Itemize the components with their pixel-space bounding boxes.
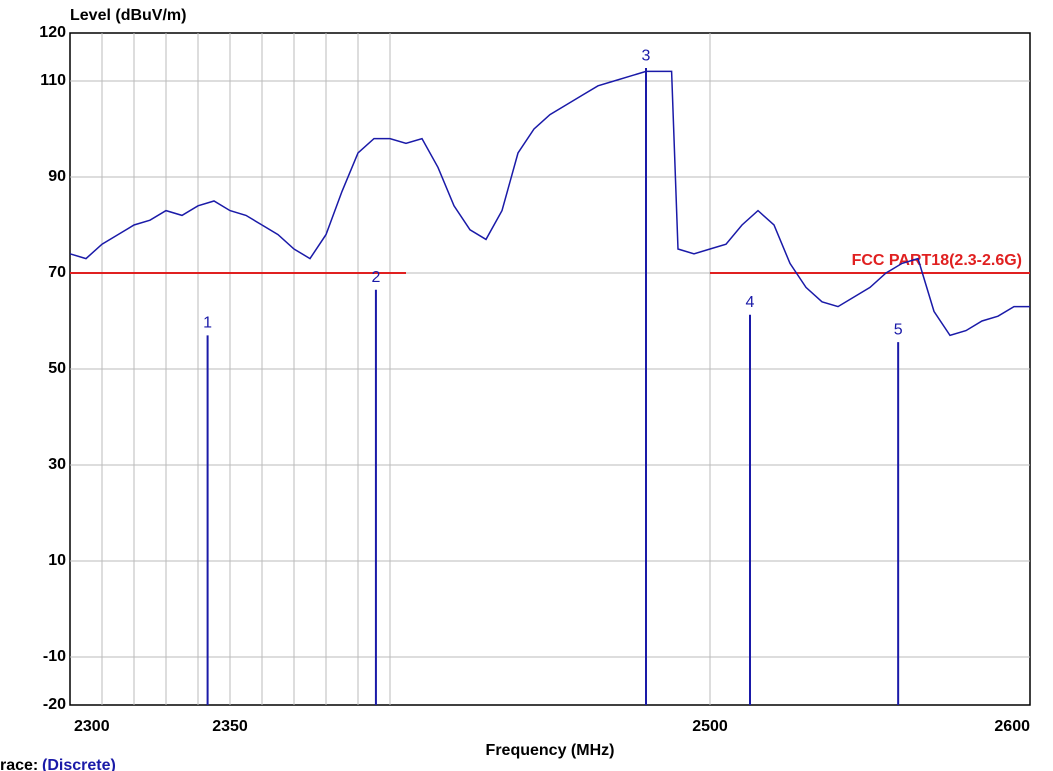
y-tick-label: 30 bbox=[48, 456, 66, 473]
y-tick-label: -20 bbox=[43, 696, 66, 713]
y-tick-label: 120 bbox=[39, 24, 66, 41]
y-tick-label: 110 bbox=[40, 72, 66, 89]
trace-mode: (Discrete) bbox=[42, 757, 116, 771]
y-tick-label: 50 bbox=[48, 360, 66, 377]
x-axis-title: Frequency (MHz) bbox=[486, 742, 615, 759]
y-axis-title: Level (dBuV/m) bbox=[70, 7, 186, 24]
marker-label: 4 bbox=[746, 294, 755, 311]
x-tick-label: 2500 bbox=[692, 718, 728, 735]
x-tick-label: 2600 bbox=[994, 718, 1030, 735]
y-tick-label: -10 bbox=[43, 648, 66, 665]
trace-label: race: bbox=[0, 757, 38, 771]
y-tick-label: 10 bbox=[48, 552, 66, 569]
trace-line bbox=[69, 70, 1030, 337]
x-tick-label: 2300 bbox=[74, 718, 110, 735]
y-tick-label: 70 bbox=[48, 264, 66, 281]
marker-label: 2 bbox=[371, 269, 380, 286]
x-tick-label: 2350 bbox=[212, 718, 248, 735]
marker-label: 1 bbox=[203, 315, 212, 332]
marker-label: 3 bbox=[642, 47, 651, 64]
marker-label: 5 bbox=[894, 321, 903, 338]
limit-label: FCC PART18(2.3-2.6G) bbox=[852, 252, 1022, 269]
y-tick-label: 90 bbox=[48, 168, 66, 185]
